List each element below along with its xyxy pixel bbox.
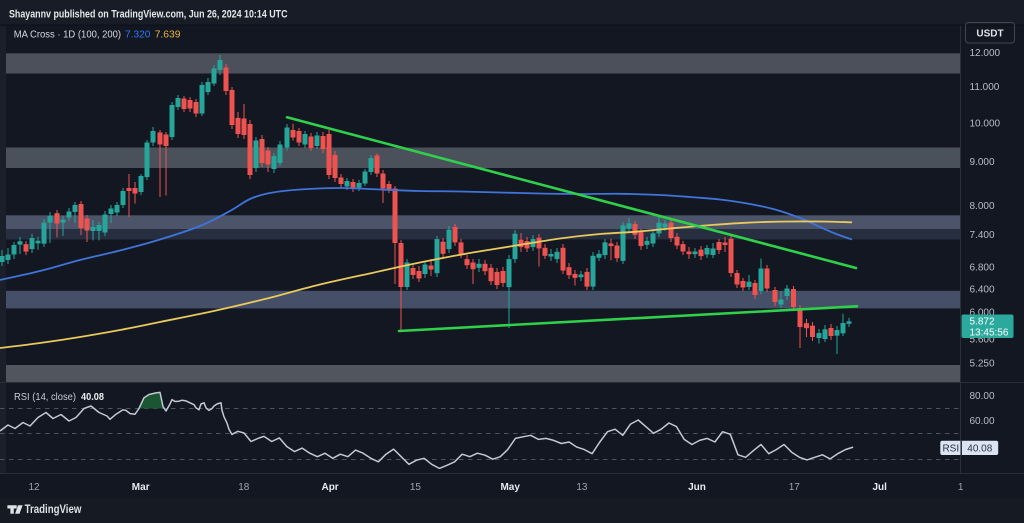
svg-text:Apr: Apr [321,482,338,493]
svg-text:11.000: 11.000 [970,82,1000,93]
svg-text:80.00: 80.00 [970,391,995,402]
svg-text:13: 13 [576,482,588,493]
svg-text:13:45:56: 13:45:56 [970,328,1009,339]
svg-text:6.000: 6.000 [970,308,995,319]
svg-text:40.08: 40.08 [81,391,104,403]
svg-text:12.000: 12.000 [970,48,1001,59]
svg-text:5.250: 5.250 [970,359,995,370]
svg-text:8.000: 8.000 [970,201,995,212]
svg-text:6.400: 6.400 [970,284,995,295]
svg-text:9.000: 9.000 [970,157,995,168]
svg-text:RSI: RSI [942,444,959,455]
svg-text:TradingView: TradingView [25,504,82,516]
svg-text:15: 15 [410,482,422,493]
svg-text:5.872: 5.872 [970,317,995,328]
svg-text:MA Cross · 1D (100, 200): MA Cross · 1D (100, 200) [14,28,121,40]
svg-text:USDT: USDT [976,29,1003,40]
svg-text:60.00: 60.00 [970,416,995,427]
svg-text:7.400: 7.400 [970,230,995,241]
svg-text:18: 18 [238,482,250,493]
svg-text:7.639: 7.639 [155,28,181,40]
svg-text:Jul: Jul [872,482,887,493]
svg-text:17: 17 [789,482,801,493]
svg-text:Shayannv published on TradingV: Shayannv published on TradingView.com, J… [9,8,288,20]
svg-text:May: May [500,482,520,493]
svg-text:6.800: 6.800 [970,262,995,273]
svg-text:RSI (14, close): RSI (14, close) [14,391,76,403]
svg-text:5.600: 5.600 [970,334,995,345]
svg-text:Jun: Jun [688,482,706,493]
svg-text:7.320: 7.320 [125,28,151,40]
svg-text:Mar: Mar [132,482,150,493]
svg-text:40.08: 40.08 [967,444,992,455]
svg-text:1: 1 [958,482,964,493]
svg-text:10.000: 10.000 [970,119,1001,130]
svg-text:12: 12 [28,482,40,493]
